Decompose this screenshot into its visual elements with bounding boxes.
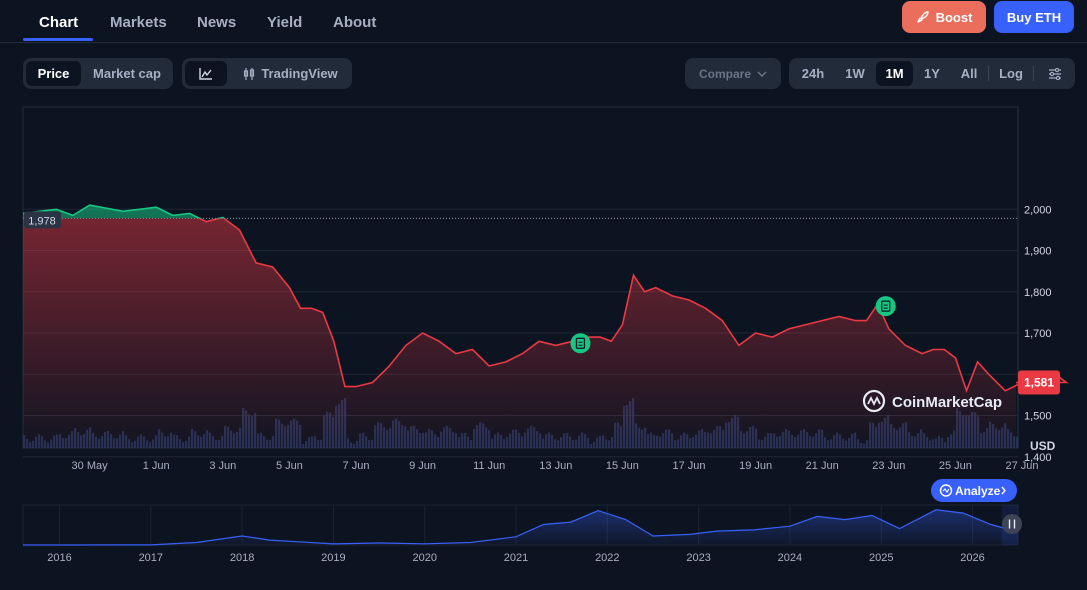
y-tick-label: 1,900 [1024, 246, 1052, 258]
market-cap-tab[interactable]: Market cap [93, 66, 161, 81]
volume-bar [1016, 436, 1019, 448]
range-1m[interactable]: 1M [876, 61, 913, 86]
x-tick-label: 30 May [72, 460, 109, 472]
top-nav: Chart Markets News Yield About [0, 0, 1087, 43]
coinmarketcap-watermark: CoinMarketCap [862, 389, 1002, 413]
analyze-button[interactable]: Analyze [931, 479, 1017, 502]
x-tick-label: 21 Jun [806, 460, 839, 472]
document-icon [575, 337, 586, 349]
tab-chart[interactable]: Chart [39, 14, 79, 31]
navigator-line [23, 509, 1019, 546]
price-tab[interactable]: Price [26, 61, 81, 86]
open-price-badge: 1,978 [24, 211, 61, 229]
x-tick-label: 7 Jun [343, 460, 370, 472]
x-tick-label: 11 Jun [473, 460, 505, 472]
range-1w[interactable]: 1W [845, 66, 865, 81]
range-1y[interactable]: 1Y [924, 66, 940, 81]
settings-button[interactable] [1039, 61, 1071, 86]
navigator-year-label: 2023 [686, 552, 710, 564]
navigator-year-label: 2019 [321, 552, 345, 564]
x-tick-label: 23 Jun [872, 460, 905, 472]
navigator-area [23, 509, 1019, 545]
navigator-year-label: 2026 [960, 552, 984, 564]
tab-yield[interactable]: Yield [267, 14, 303, 31]
tradingview-label: TradingView [261, 66, 338, 81]
tab-about[interactable]: About [333, 14, 377, 31]
y-tick-label: 1,500 [1024, 411, 1052, 423]
x-tick-label: 1 Jun [143, 460, 170, 472]
x-tick-label: 3 Jun [209, 460, 236, 472]
analyze-label: Analyze [955, 484, 1001, 498]
event-markers[interactable] [570, 296, 896, 354]
navigator-year-label: 2017 [139, 552, 163, 564]
line-chart-icon [199, 67, 212, 80]
navigator-year-label: 2022 [595, 552, 619, 564]
x-tick-label: 15 Jun [606, 460, 639, 472]
chevron-down-icon [757, 70, 767, 77]
sliders-icon [1049, 67, 1061, 80]
price-area-below [23, 218, 1067, 448]
currency-label: USD [1030, 439, 1056, 453]
navigator-year-label: 2018 [230, 552, 254, 564]
drag-handle-icon[interactable] [1002, 514, 1022, 534]
x-tick-label: 9 Jun [409, 460, 436, 472]
x-tick-label: 25 Jun [939, 460, 972, 472]
x-tick-label: 17 Jun [672, 460, 705, 472]
compare-label: Compare [698, 66, 751, 81]
time-range-toggle: 24h 1W 1M 1Y All Log [789, 58, 1075, 89]
active-tab-indicator [23, 38, 93, 41]
boost-label: Boost [935, 9, 973, 25]
compare-dropdown[interactable]: Compare [685, 58, 781, 89]
rocket-icon [916, 11, 929, 23]
tab-markets[interactable]: Markets [110, 14, 167, 31]
range-24h[interactable]: 24h [801, 66, 825, 81]
y-tick-label: 1,800 [1024, 287, 1052, 299]
current-price-badge: 1,581 [1018, 370, 1060, 395]
log-scale-button[interactable]: Log [999, 66, 1023, 81]
toolbar-divider [988, 66, 989, 81]
navigator-year-label: 2020 [412, 552, 436, 564]
y-tick-label: 1,700 [1024, 328, 1052, 340]
analyze-icon [939, 484, 953, 497]
navigator-x-ticks: 2016 2017 2018 2019 2020 2021 2022 2023 2024 2025… [47, 552, 984, 564]
watermark-text: CoinMarketCap [892, 394, 1002, 411]
news-marker[interactable] [875, 296, 896, 317]
x-tick-label: 27 Jun [1005, 460, 1038, 472]
news-marker[interactable] [570, 333, 591, 354]
tradingview-button[interactable]: TradingView [232, 61, 348, 86]
range-all[interactable]: All [960, 66, 978, 81]
navigator-year-label: 2025 [869, 552, 893, 564]
candlestick-icon [244, 67, 255, 80]
navigator-year-label: 2021 [504, 552, 528, 564]
x-tick-label: 5 Jun [276, 460, 303, 472]
buy-eth-label: Buy ETH [1006, 9, 1062, 25]
y-tick-label: 2,000 [1024, 204, 1052, 216]
tab-news[interactable]: News [197, 14, 237, 31]
chart-type-toggle: TradingView [182, 58, 352, 89]
buy-eth-button[interactable]: Buy ETH [994, 1, 1074, 33]
boost-button[interactable]: Boost [902, 1, 986, 33]
chevron-right-icon [1001, 486, 1006, 495]
y-tick-label: 1,400 [1024, 452, 1052, 464]
navigator-year-label: 2024 [778, 552, 802, 564]
navigator-year-label: 2016 [47, 552, 71, 564]
x-axis-ticks: 30 May 1 Jun 3 Jun 5 Jun 7 Jun 9 Jun 11 Jun 13 … [72, 460, 1039, 472]
line-chart-button[interactable] [185, 61, 227, 86]
open-price-value: 1,978 [28, 215, 56, 227]
toolbar-divider [1033, 66, 1034, 81]
x-tick-label: 13 Jun [539, 460, 572, 472]
navigator-handle[interactable] [1002, 514, 1022, 534]
current-price-value: 1,581 [1024, 376, 1054, 390]
price-marketcap-toggle: Price Market cap [23, 58, 173, 89]
cmc-logo-icon [862, 389, 886, 413]
document-icon [881, 300, 891, 312]
x-tick-label: 19 Jun [739, 460, 772, 472]
